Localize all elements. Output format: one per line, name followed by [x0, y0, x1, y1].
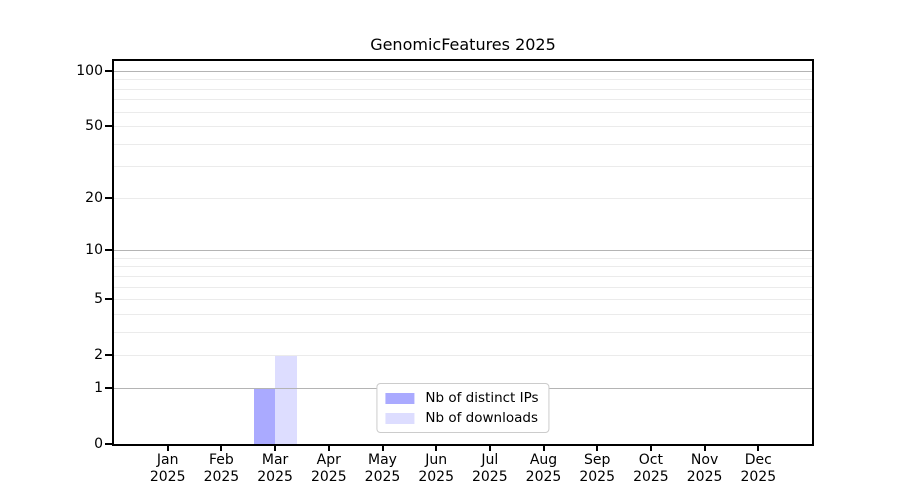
- y-tick-label: 5: [94, 291, 103, 308]
- gridline: [114, 126, 812, 127]
- x-tick-label: Aug 2025: [525, 452, 562, 485]
- x-tick-mark: [274, 444, 277, 451]
- y-tick-mark: [105, 443, 112, 445]
- gridline: [114, 299, 812, 301]
- gridline: [114, 286, 812, 288]
- gridline: [114, 88, 812, 90]
- y-tick-label: 100: [76, 62, 103, 79]
- y-tick-mark: [105, 298, 112, 301]
- gridline: [114, 79, 812, 81]
- legend-swatch-downloads-icon: [385, 412, 415, 424]
- legend-label-distinct-ips: Nb of distinct IPs: [425, 390, 539, 406]
- chart-title: GenomicFeatures 2025: [370, 35, 556, 54]
- x-tick-label: May 2025: [364, 452, 401, 485]
- x-tick-label: Feb 2025: [203, 452, 240, 485]
- gridline: [114, 143, 812, 145]
- x-tick-label: Nov 2025: [686, 452, 723, 485]
- y-tick-mark: [105, 386, 112, 389]
- y-tick-label: 50: [85, 118, 103, 134]
- x-tick-mark: [542, 444, 545, 451]
- gridline: [114, 111, 812, 113]
- x-tick-label: Dec 2025: [740, 452, 777, 485]
- gridline: [114, 70, 812, 72]
- x-tick-mark: [381, 444, 384, 451]
- x-tick-mark: [596, 444, 599, 451]
- x-tick-label: Jan 2025: [149, 452, 186, 485]
- gridline: [114, 331, 812, 333]
- x-tick-mark: [166, 444, 169, 451]
- legend-label-downloads: Nb of downloads: [425, 410, 538, 426]
- legend-swatch-distinct-ips-icon: [385, 392, 415, 404]
- x-tick-mark: [649, 444, 652, 451]
- x-tick-label: Mar 2025: [257, 452, 293, 485]
- gridline: [114, 197, 812, 199]
- bar-nb-of-downloads: [275, 355, 297, 444]
- x-tick-mark: [435, 444, 438, 451]
- x-tick-mark: [488, 444, 491, 451]
- y-tick-mark: [105, 354, 112, 357]
- x-tick-mark: [327, 444, 330, 451]
- gridline: [114, 266, 812, 268]
- bar-nb-of-distinct-ips: [253, 387, 276, 444]
- gridline: [114, 166, 812, 168]
- x-tick-label: Apr 2025: [310, 452, 347, 485]
- y-tick-label: 0: [94, 436, 103, 452]
- y-tick-mark: [105, 125, 112, 127]
- y-tick-label: 1: [94, 379, 103, 396]
- y-tick-mark: [105, 249, 112, 252]
- legend-item-downloads: Nb of downloads: [385, 408, 538, 428]
- gridline: [114, 355, 812, 357]
- y-tick-mark: [105, 69, 112, 72]
- x-tick-mark: [757, 444, 760, 451]
- plot-area: Nb of distinct IPs Nb of downloads: [112, 59, 814, 446]
- x-tick-label: Jul 2025: [471, 452, 508, 485]
- gridline: [114, 250, 812, 252]
- x-tick-label: Oct 2025: [633, 452, 669, 485]
- x-tick-mark: [220, 444, 223, 451]
- y-tick-label: 10: [85, 242, 103, 259]
- x-tick-mark: [703, 444, 706, 451]
- x-tick-label: Jun 2025: [418, 452, 454, 485]
- gridline: [114, 275, 812, 277]
- y-tick-label: 20: [85, 189, 103, 206]
- gridline: [114, 257, 812, 259]
- legend: Nb of distinct IPs Nb of downloads: [376, 383, 550, 433]
- y-tick-mark: [105, 196, 112, 199]
- legend-item-distinct-ips: Nb of distinct IPs: [385, 388, 539, 408]
- gridline: [114, 313, 812, 315]
- y-tick-label: 2: [94, 347, 103, 364]
- gridline: [114, 99, 812, 101]
- x-tick-label: Sep 2025: [579, 452, 615, 485]
